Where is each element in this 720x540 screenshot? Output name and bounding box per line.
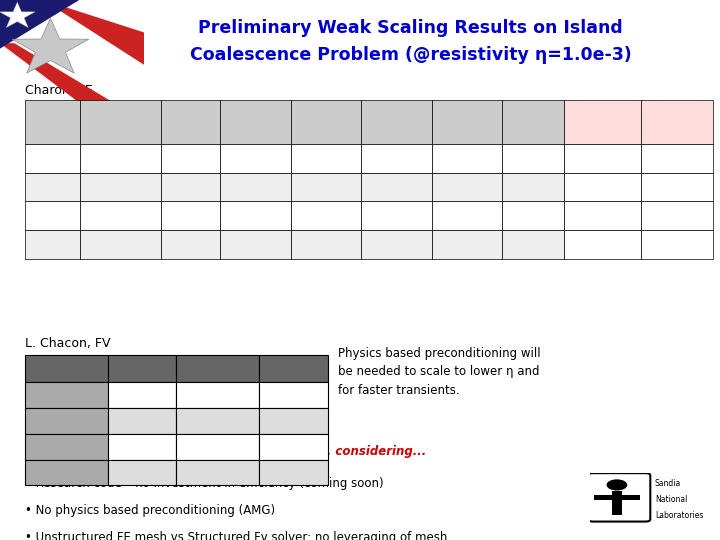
Text: 14.2: 14.2 <box>523 211 544 221</box>
Text: Time /
Newton: Time / Newton <box>379 112 414 132</box>
Text: 54.6: 54.6 <box>456 239 478 249</box>
Text: 810: 810 <box>593 153 611 164</box>
Text: L. Chacon, FV: L. Chacon, FV <box>25 338 111 350</box>
Text: Time /
0t: Time / 0t <box>519 112 547 132</box>
Text: 6.2: 6.2 <box>248 239 264 249</box>
Text: Gmres /
Newton: Gmres / Newton <box>308 112 344 132</box>
Text: 2.9: 2.9 <box>389 211 404 221</box>
Text: Laboratories: Laboratories <box>655 511 703 520</box>
Text: • Research code – no investment in efficiency (coming soon): • Research code – no investment in effic… <box>25 477 384 490</box>
Polygon shape <box>43 0 144 65</box>
Text: 4: 4 <box>50 182 56 192</box>
Text: Newton /
0t: Newton / 0t <box>235 112 276 132</box>
Text: 64x64: 64x64 <box>48 390 85 400</box>
Text: • No physics based preconditioning (AMG): • No physics based preconditioning (AMG) <box>25 504 275 517</box>
Text: 30.9: 30.9 <box>456 211 478 221</box>
Text: 4.379: 4.379 <box>663 182 690 192</box>
Bar <box>594 495 640 500</box>
Text: 4.6: 4.6 <box>248 182 264 192</box>
Text: 2.1: 2.1 <box>389 153 404 164</box>
Text: 8.1: 8.1 <box>526 153 541 164</box>
Text: 4.5: 4.5 <box>210 416 226 426</box>
Polygon shape <box>12 18 89 73</box>
Text: Gmres /
0t: Gmres / 0t <box>449 112 485 132</box>
Text: 3.6486: 3.6486 <box>660 153 693 164</box>
Text: 16K: 16K <box>181 153 200 164</box>
Text: CPU(s): CPU(s) <box>276 363 311 373</box>
Text: 222: 222 <box>284 390 303 400</box>
Text: Physics based preconditioning will
be needed to scale to lower η and
for faster : Physics based preconditioning will be ne… <box>338 347 541 397</box>
Text: Ratio: Ratio <box>665 118 688 126</box>
Text: Procs: Procs <box>41 118 65 126</box>
Bar <box>612 491 621 515</box>
Text: 4: 4 <box>394 239 400 249</box>
Text: 6.3: 6.3 <box>318 211 334 221</box>
Text: 6.2: 6.2 <box>210 442 226 451</box>
Text: 3.3: 3.3 <box>210 390 226 400</box>
Text: 4760: 4760 <box>590 182 615 192</box>
Text: 1: 1 <box>50 153 56 164</box>
Text: 3.8944: 3.8944 <box>660 211 693 221</box>
Text: 64K: 64K <box>181 182 200 192</box>
Text: GMRES/dt: GMRES/dt <box>192 363 243 373</box>
Text: National: National <box>655 495 688 504</box>
Text: 1M: 1M <box>184 239 198 249</box>
Text: Newton: Newton <box>122 363 162 373</box>
Text: 4.9: 4.9 <box>248 211 264 221</box>
Text: Preliminary Weak Scaling Results on Island: Preliminary Weak Scaling Results on Isla… <box>198 19 623 37</box>
Text: 4: 4 <box>139 416 145 426</box>
Text: 22720: 22720 <box>587 211 618 221</box>
Text: 128x128: 128x128 <box>99 182 142 192</box>
Text: 5.8: 5.8 <box>318 182 334 192</box>
Text: 17.2: 17.2 <box>456 153 478 164</box>
Text: Grid: Grid <box>55 363 78 373</box>
Text: Coalescence Problem (@resistivity η=1.0e-3): Coalescence Problem (@resistivity η=1.0e… <box>189 46 631 64</box>
Text: 16: 16 <box>47 211 59 221</box>
Text: # Unk: # Unk <box>177 118 204 126</box>
Polygon shape <box>0 0 79 49</box>
Text: 24.6: 24.6 <box>523 239 544 249</box>
Text: 64x64: 64x64 <box>106 153 136 164</box>
Text: 1087: 1087 <box>280 416 307 426</box>
Text: 512x512: 512x512 <box>42 468 91 477</box>
Text: 256x256: 256x256 <box>42 442 91 451</box>
FancyBboxPatch shape <box>588 473 650 522</box>
Text: .25M: .25M <box>179 211 203 221</box>
Polygon shape <box>0 43 122 108</box>
Text: 157440: 157440 <box>584 239 621 249</box>
Text: 27380: 27380 <box>277 468 310 477</box>
Text: 5834: 5834 <box>280 442 307 451</box>
Text: 128x128: 128x128 <box>42 416 91 426</box>
Text: 8.8: 8.8 <box>318 239 334 249</box>
Text: Charon, FE: Charon, FE <box>25 84 93 97</box>
Text: 3.9: 3.9 <box>248 153 264 164</box>
Text: Sandia: Sandia <box>655 478 681 488</box>
Polygon shape <box>0 2 35 28</box>
Text: • Unstructured FE mesh vs Structured Fv solver: no leveraging of mesh: • Unstructured FE mesh vs Structured Fv … <box>25 531 448 540</box>
Text: 4.7: 4.7 <box>134 468 150 477</box>
Text: 256x256: 256x256 <box>99 211 142 221</box>
Text: 512x512: 512x512 <box>99 239 142 249</box>
Text: 2.6: 2.6 <box>389 182 404 192</box>
Text: 64: 64 <box>47 239 59 249</box>
Text: Est.
Serial
Time: Est. Serial Time <box>590 107 616 137</box>
Text: Mesh: Mesh <box>109 118 132 126</box>
Circle shape <box>606 480 627 490</box>
Text: Surprising comparison:  Only ~4 times slower, considering...: Surprising comparison: Only ~4 times slo… <box>25 446 426 458</box>
Text: 3.3: 3.3 <box>134 390 150 400</box>
Text: 4.5: 4.5 <box>134 442 150 451</box>
Text: 4.4: 4.4 <box>318 153 334 164</box>
Text: 11.9: 11.9 <box>523 182 544 192</box>
Text: 26.7: 26.7 <box>456 182 478 192</box>
Text: 5.7502: 5.7502 <box>660 239 694 249</box>
Text: 8.3: 8.3 <box>210 468 226 477</box>
